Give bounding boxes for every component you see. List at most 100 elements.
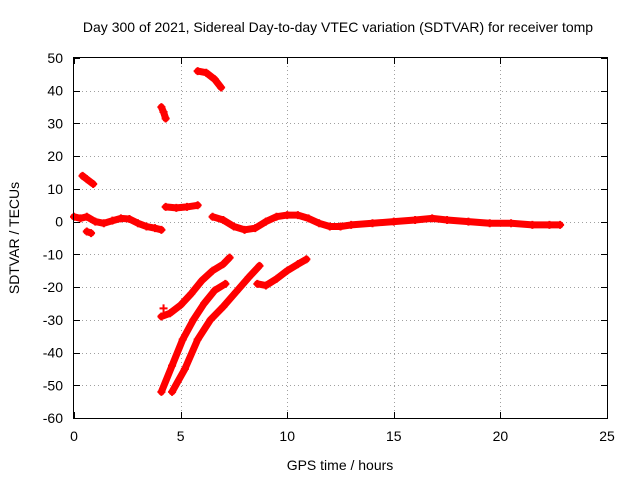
data-point (157, 225, 166, 234)
data-point (172, 203, 181, 212)
data-point (261, 281, 270, 290)
series-trace (157, 280, 229, 396)
data-point (304, 214, 313, 223)
data-point (116, 214, 125, 223)
data-point (219, 302, 228, 311)
data-point (151, 224, 160, 233)
series-trace (168, 262, 263, 396)
data-point (202, 68, 211, 77)
data-point (293, 260, 302, 269)
data-point (251, 224, 260, 233)
x-tick-label: 5 (177, 428, 185, 444)
data-point (225, 253, 234, 262)
x-tick-label: 20 (493, 428, 509, 444)
y-tick-label: -50 (43, 377, 63, 393)
data-point (411, 216, 420, 224)
series-track-c (168, 261, 264, 396)
data-point (208, 266, 217, 275)
data-point (157, 387, 166, 396)
data-point (91, 217, 100, 226)
y-tick-label: 50 (47, 50, 63, 66)
data-point (176, 301, 185, 310)
data-point (206, 315, 215, 324)
data-point (545, 220, 554, 229)
series-trace (162, 201, 202, 212)
data-point (82, 175, 91, 184)
data-point (253, 279, 262, 288)
data-point (187, 289, 196, 298)
data-point (193, 67, 202, 76)
data-point (78, 171, 87, 180)
data-point (283, 211, 292, 220)
series-short-dip (82, 227, 96, 238)
data-point (193, 201, 202, 210)
data-point (178, 335, 187, 344)
data-point (221, 279, 230, 288)
data-point (485, 219, 494, 228)
data-point (180, 364, 189, 373)
data-point (157, 312, 166, 321)
data-point (168, 361, 177, 370)
x-axis-label: GPS time / hours (287, 457, 394, 473)
y-tick-label: 20 (47, 148, 63, 164)
data-point (336, 222, 345, 231)
plot-frame (73, 57, 608, 419)
x-tick-label: 0 (70, 428, 78, 444)
data-point (229, 222, 238, 231)
data-point (89, 180, 98, 188)
series-track-a (157, 253, 234, 321)
y-tick-label: -40 (43, 345, 63, 361)
data-point (272, 274, 281, 283)
data-point (302, 255, 311, 264)
y-tick-label: 0 (55, 214, 63, 230)
data-point (219, 260, 228, 269)
data-point (159, 108, 168, 116)
data-point (325, 222, 334, 231)
y-axis-label: SDTVAR / TECUs (6, 182, 22, 294)
ticks: 0 5 10 15 20 25 -60 -50 -40 -30 -20 -10 0 10 20 30 40 50 (43, 50, 615, 444)
data-point (159, 304, 168, 313)
data-point (232, 288, 241, 296)
data-point (244, 273, 253, 282)
data-point (82, 227, 91, 236)
y-tick-label: 40 (47, 83, 63, 99)
data-point (347, 220, 356, 229)
data-point (240, 225, 249, 234)
series-step-5 (161, 201, 202, 212)
data-point (161, 114, 170, 123)
data-point (210, 286, 219, 295)
data-point (133, 219, 142, 228)
x-tick-label: 15 (386, 428, 402, 444)
data-point (507, 219, 516, 228)
data-layer (70, 67, 565, 396)
y-tick-label: -60 (43, 410, 63, 426)
series-early-spike (78, 171, 98, 188)
series-track-d (253, 255, 311, 290)
data-point (125, 215, 134, 224)
data-point (255, 261, 264, 270)
data-point (272, 212, 281, 221)
data-point (157, 103, 166, 112)
data-point (219, 216, 228, 224)
data-point (197, 276, 206, 285)
data-point (182, 202, 191, 211)
data-point (208, 212, 217, 221)
y-tick-label: 30 (47, 115, 63, 131)
y-tick-label: -10 (43, 246, 63, 262)
series-arc-35 (157, 103, 170, 123)
grid (74, 58, 607, 418)
data-point (528, 220, 537, 229)
data-point (556, 220, 565, 229)
data-point (108, 216, 117, 225)
data-point (464, 217, 473, 226)
data-point (428, 214, 437, 223)
data-point (293, 211, 302, 220)
data-point (315, 219, 324, 228)
y-tick-label: 10 (47, 181, 63, 197)
data-point (200, 299, 209, 308)
data-point (443, 216, 452, 224)
series-trace (157, 254, 234, 320)
data-point (142, 222, 151, 231)
data-point (87, 229, 96, 238)
